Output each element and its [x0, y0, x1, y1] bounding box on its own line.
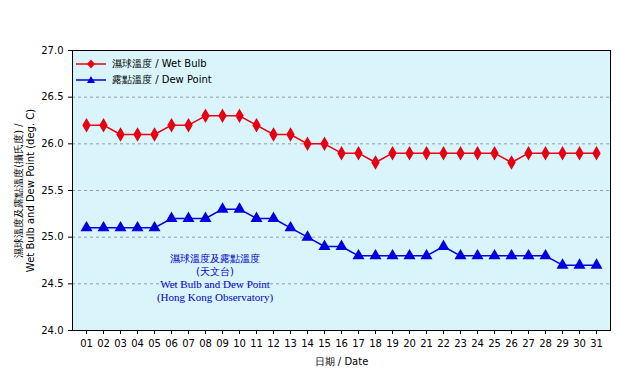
html-text:濕球溫度 / Wet Bulb: 濕球溫度 / Wet Bulb [112, 58, 207, 69]
svg-text:濕球溫度及露點溫度(攝氏度) /Wet Bulb and D: 濕球溫度及露點溫度(攝氏度) /Wet Bulb and Dew Point (… [13, 109, 36, 272]
svg-text:06: 06 [165, 338, 178, 349]
svg-text:18: 18 [369, 338, 382, 349]
html-text:(天文台): (天文台) [196, 266, 234, 277]
svg-text:20: 20 [403, 338, 416, 349]
svg-text:09: 09 [216, 338, 229, 349]
svg-text:02: 02 [97, 338, 110, 349]
svg-text:01: 01 [80, 338, 93, 349]
svg-text:24.5: 24.5 [41, 278, 63, 289]
svg-text:31: 31 [590, 338, 603, 349]
svg-text:12: 12 [267, 338, 280, 349]
html-text:Wet Bulb and Dew Point: Wet Bulb and Dew Point [160, 278, 270, 290]
svg-text:19: 19 [386, 338, 399, 349]
svg-text:25: 25 [488, 338, 501, 349]
svg-text:07: 07 [182, 338, 195, 349]
svg-text:16: 16 [335, 338, 348, 349]
svg-text:22: 22 [437, 338, 450, 349]
svg-text:17: 17 [352, 338, 365, 349]
svg-text:10: 10 [233, 338, 246, 349]
svg-text:30: 30 [573, 338, 586, 349]
svg-text:26.5: 26.5 [41, 91, 63, 102]
svg-text:23: 23 [454, 338, 467, 349]
svg-text:日期 / Date: 日期 / Date [315, 356, 369, 367]
svg-text:26: 26 [505, 338, 518, 349]
svg-text:11: 11 [250, 338, 263, 349]
html-text:(Hong Kong Observatory): (Hong Kong Observatory) [157, 291, 273, 303]
html-text:露點溫度 / Dew Point: 露點溫度 / Dew Point [112, 74, 212, 85]
svg-text:24.0: 24.0 [41, 325, 63, 336]
svg-text:13: 13 [284, 338, 297, 349]
svg-text:29: 29 [556, 338, 569, 349]
svg-text:21: 21 [420, 338, 433, 349]
svg-text:15: 15 [318, 338, 331, 349]
svg-text:25.5: 25.5 [41, 185, 63, 196]
html-text:濕球溫度及露點溫度: 濕球溫度及露點溫度 [170, 253, 260, 264]
svg-text:05: 05 [148, 338, 161, 349]
svg-text:03: 03 [114, 338, 127, 349]
svg-text:14: 14 [301, 338, 314, 349]
svg-text:26.0: 26.0 [41, 138, 63, 149]
svg-text:27: 27 [522, 338, 535, 349]
svg-text:27.0: 27.0 [41, 45, 63, 56]
svg-text:24: 24 [471, 338, 484, 349]
svg-text:25.0: 25.0 [41, 231, 63, 242]
svg-text:08: 08 [199, 338, 212, 349]
svg-text:04: 04 [131, 338, 144, 349]
svg-text:28: 28 [539, 338, 552, 349]
